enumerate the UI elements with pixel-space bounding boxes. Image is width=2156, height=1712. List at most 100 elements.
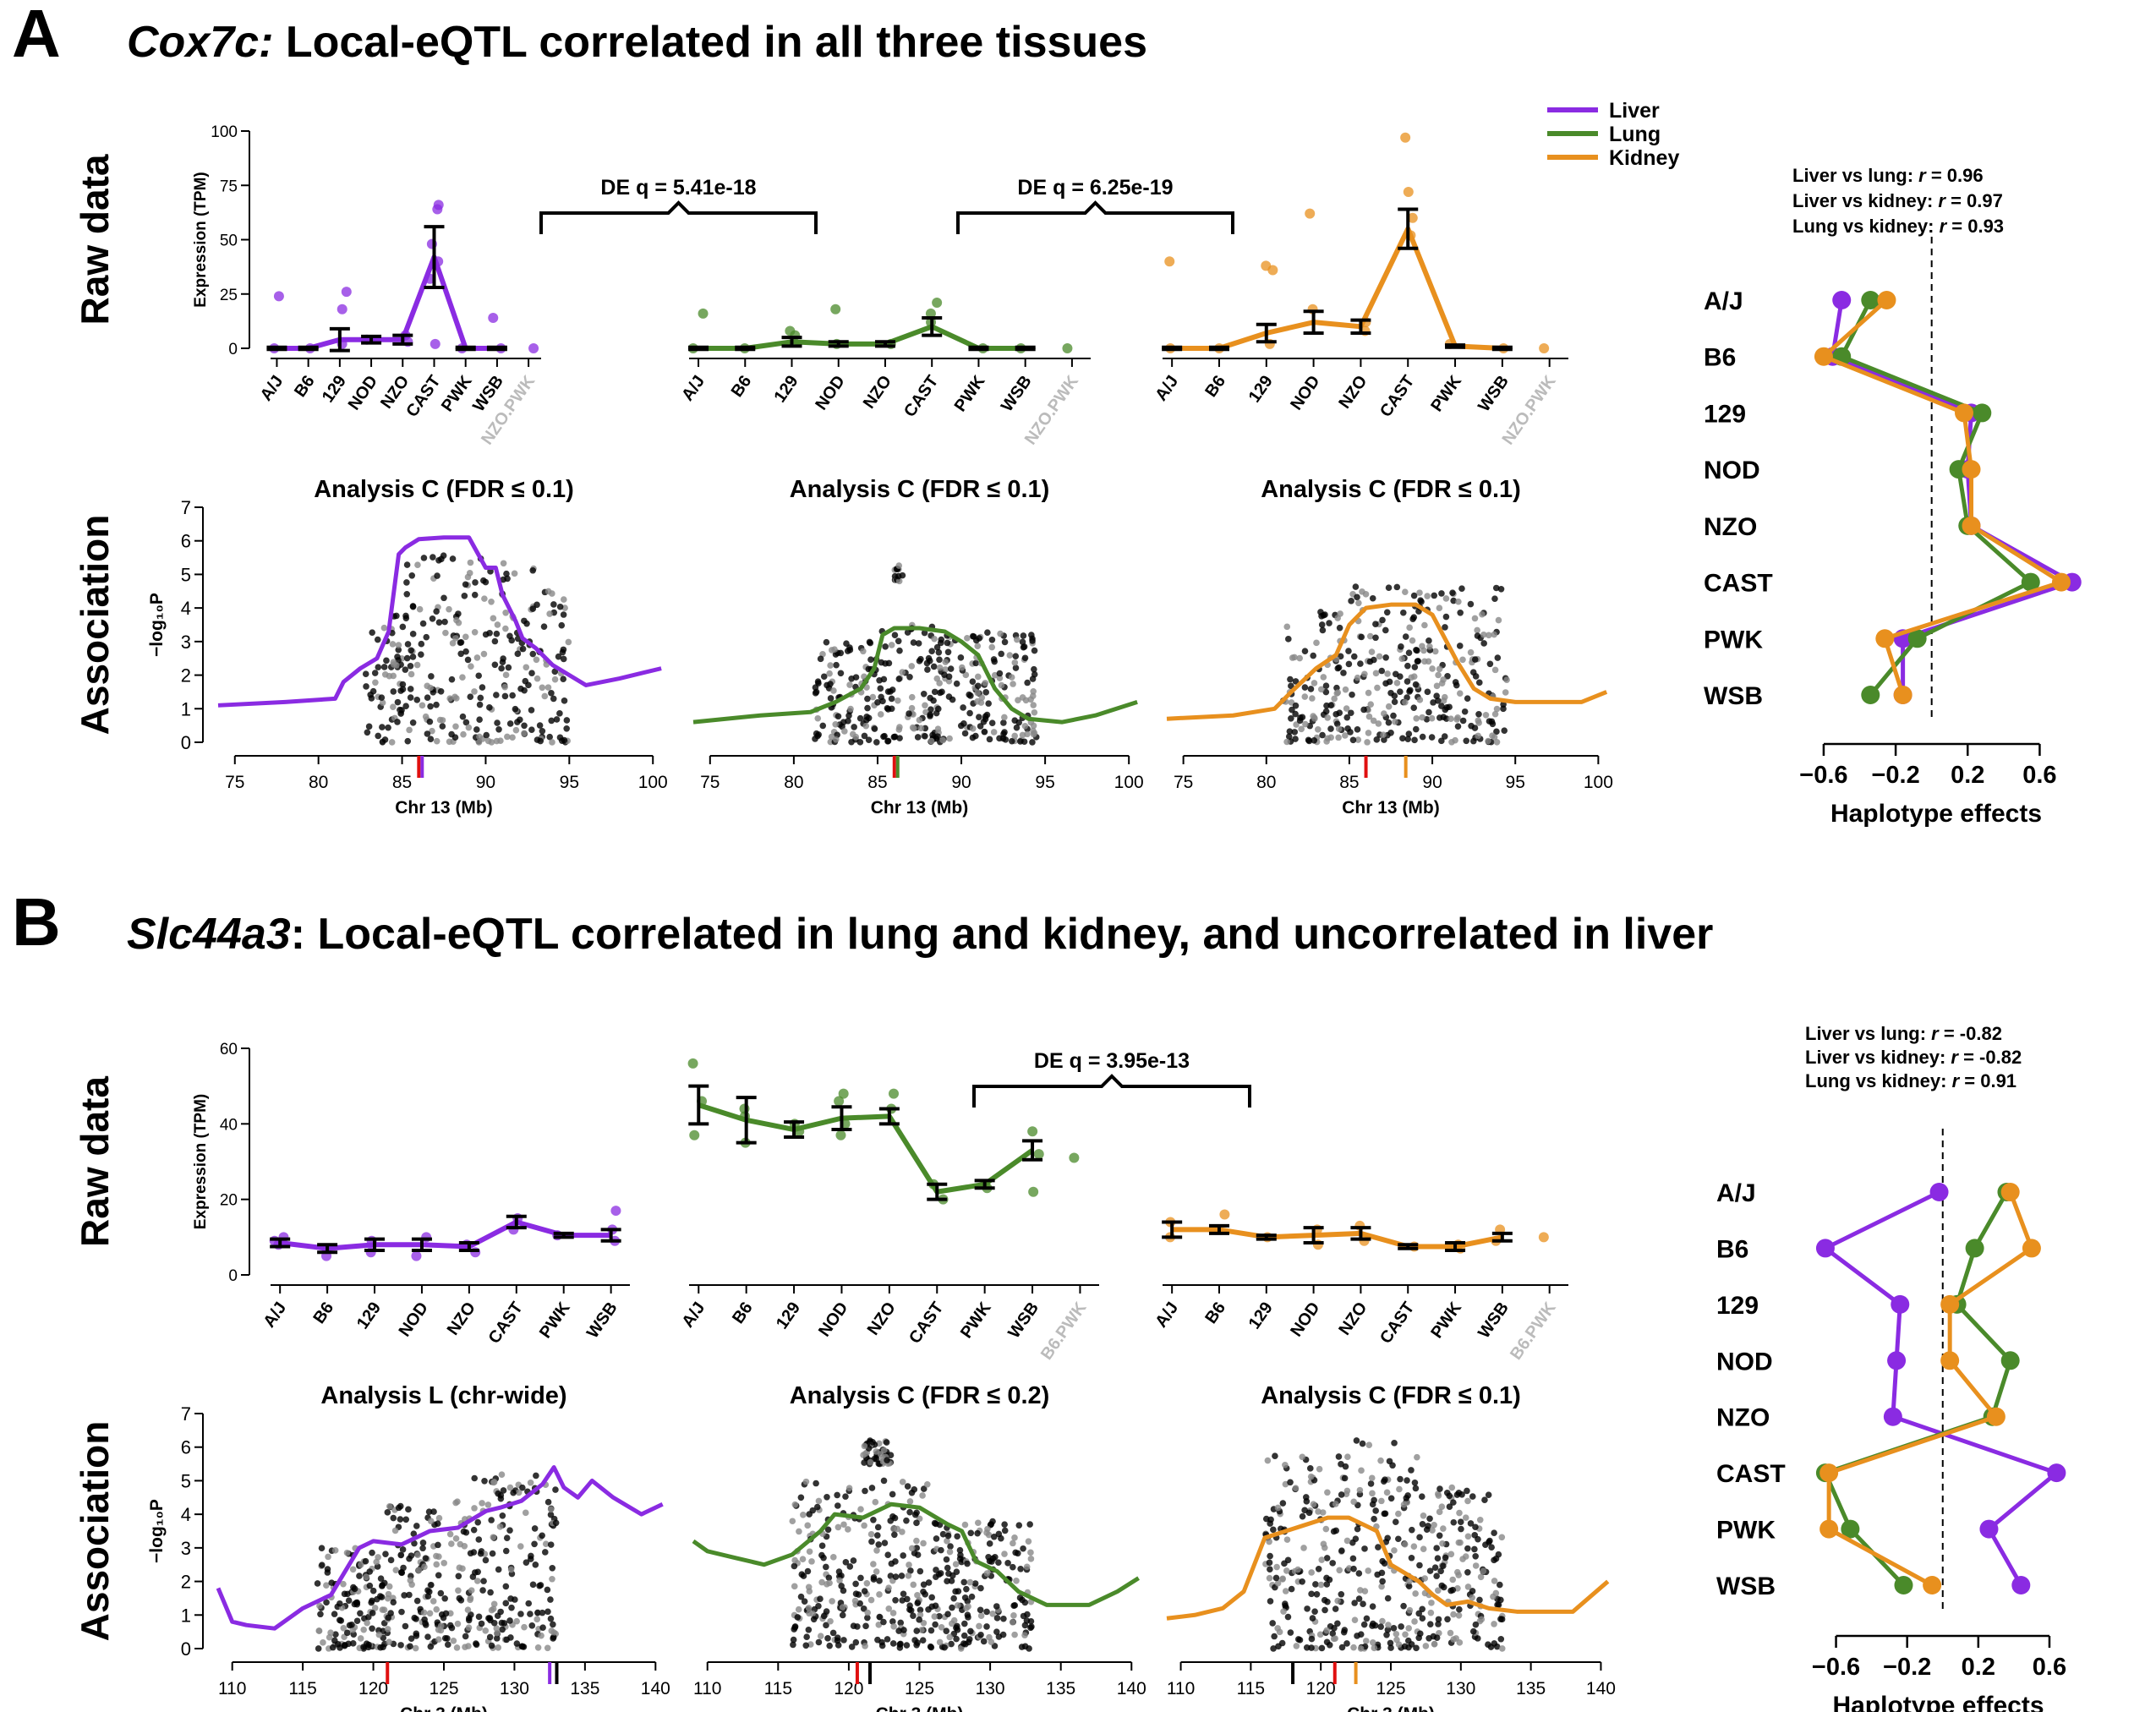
a-assoc-liver-snp-point (468, 663, 474, 670)
b-assoc-kidney-snp-point (1350, 1565, 1357, 1573)
b-assoc-kidney-x-tick-label: 135 (1516, 1679, 1546, 1698)
b-assoc-lung-snp-point (874, 1523, 882, 1531)
b-assoc-kidney-snp-point (1412, 1590, 1419, 1597)
b-assoc-kidney-snp-point (1448, 1484, 1456, 1491)
a-assoc-kidney-snp-point (1491, 631, 1497, 638)
a-assoc-liver-snp-point (409, 654, 417, 660)
b-assoc-liver-snp-point (385, 1590, 392, 1598)
a-liver-y-tick-label: 75 (220, 178, 238, 195)
b-assoc-lung-snp-point (892, 1558, 899, 1565)
a-hap-x-tick-label: 0.2 (1951, 762, 1984, 789)
b-assoc-liver-snp-point (499, 1626, 506, 1633)
b-assoc-liver-snp-point (419, 1540, 427, 1546)
a-hap-effect-point-kidney (1962, 516, 1981, 535)
b-assoc-kidney-snp-point (1482, 1541, 1489, 1548)
a-assoc-kidney-snp-point (1402, 588, 1409, 595)
a-assoc-lung-snp-point (880, 733, 887, 741)
a-assoc-liver-snp-point (433, 608, 440, 615)
a-assoc-liver-snp-point (406, 726, 413, 734)
b-assoc-kidney-snp-point (1287, 1629, 1294, 1636)
b-assoc-liver-x-tick-label: 115 (288, 1679, 316, 1698)
a-assoc-kidney-snp-point (1301, 684, 1309, 691)
a-assoc-liver-snp-point (548, 717, 555, 725)
a-assoc-liver-snp-point (475, 739, 483, 746)
b-assoc-kidney-snp-point (1272, 1452, 1278, 1460)
b-assoc-lung-snp-point (1021, 1632, 1028, 1638)
b-assoc-lung-snp-point (943, 1556, 950, 1563)
a-assoc-kidney-snp-point (1371, 656, 1377, 664)
b-assoc-kidney-x-tick-label: 140 (1586, 1679, 1616, 1698)
a-assoc-lung-snp-point (814, 714, 822, 722)
a-assoc-kidney-snp-point (1405, 730, 1413, 737)
a-assoc-kidney-snp-point (1285, 733, 1293, 740)
b-assoc-liver-snp-point (407, 1643, 413, 1650)
a-assoc-lung-snp-point (942, 659, 949, 665)
b-assoc-liver-snp-point (534, 1644, 542, 1651)
a-assoc-lung-snp-point (829, 647, 835, 654)
b-assoc-kidney-snp-point (1266, 1559, 1273, 1567)
b-liver-y-tick-label: 60 (220, 1041, 238, 1058)
b-assoc-kidney-snp-point (1267, 1598, 1274, 1605)
b-assoc-kidney-snp-point (1336, 1567, 1343, 1574)
b-assoc-kidney-snp-point (1480, 1567, 1487, 1575)
a-lung-x-tick-label: PWK (951, 372, 989, 415)
a-assoc-lung-snp-point (939, 736, 947, 744)
b-assoc-kidney-snp-point (1269, 1620, 1276, 1627)
a-liver-mean-line (276, 254, 497, 351)
b-assoc-kidney-snp-point (1395, 1641, 1403, 1648)
a-assoc-kidney-snp-point (1419, 733, 1426, 741)
b-assoc-liver-snp-point (362, 1557, 369, 1565)
b-assoc-kidney-snp-point (1395, 1510, 1402, 1518)
a-assoc-liver-snp-point (471, 628, 479, 636)
b-assoc-lung-snp-point (952, 1561, 960, 1567)
b-assoc-lung-snp-point (908, 1489, 916, 1496)
b-assoc-kidney-snp-point (1497, 1635, 1505, 1643)
a-assoc-lung-snp-point (827, 662, 834, 669)
a-hap-x-tick-label: −0.6 (1799, 762, 1847, 789)
a-assoc-liver-snp-point (537, 737, 544, 745)
a-assoc-liver-snp-point (476, 716, 483, 724)
b-assoc-lung-snp-point (815, 1497, 823, 1505)
a-assoc-lung-snp-point (982, 689, 989, 696)
a-assoc-kidney-snp-point (1454, 723, 1462, 730)
b-assoc-lung-snp-point (870, 1573, 878, 1581)
a-assoc-kidney-snp-point (1340, 670, 1347, 676)
a-assoc-liver-snp-point (374, 636, 381, 643)
b-assoc-liver-snp-point (402, 1622, 409, 1630)
b-assoc-lung-snp-point (943, 1627, 950, 1634)
b-assoc-lung-snp-point (938, 1546, 944, 1554)
b-assoc-liver-snp-point (426, 1610, 434, 1617)
a-assoc-lung-snp-point (884, 706, 892, 713)
b-assoc-liver-snp-point (455, 1573, 462, 1580)
b-assoc-kidney-snp-point (1383, 1631, 1390, 1638)
b-assoc-liver-snp-point (369, 1610, 376, 1616)
b-assoc-lung-haplotype-line (692, 1501, 1140, 1607)
b-assoc-liver-snp-point (477, 1550, 484, 1557)
b-assoc-lung-snp-point (925, 1579, 933, 1586)
a-assoc-kidney-snp-point (1475, 732, 1481, 740)
b-assoc-kidney-snp-point (1311, 1608, 1318, 1615)
a-assoc-liver-snp-point (471, 591, 479, 599)
b-assoc-liver-snp-point (482, 1627, 490, 1634)
a-assoc-liver-snp-point (563, 725, 570, 732)
a-assoc-liver-snp-point (422, 713, 430, 720)
a-assoc-kidney-snp-point (1376, 653, 1383, 660)
b-assoc-lung-x-tick-label: 135 (1046, 1679, 1075, 1698)
b-assoc-lung-snp-point (850, 1557, 857, 1564)
a-assoc-kidney-haplotype-line (1166, 602, 1608, 721)
a-assoc-kidney-snp-point (1364, 739, 1371, 746)
b-assoc-liver-snp-point (363, 1573, 370, 1581)
a-assoc-lung-snp-point (915, 640, 922, 647)
b-assoc-liver-snp-point (475, 1536, 483, 1543)
b-assoc-kidney-snp-point (1282, 1602, 1289, 1610)
b-lung-data-point (1028, 1186, 1039, 1197)
b-assoc-liver-snp-point (415, 1567, 423, 1574)
b-assoc-liver-snp-point (502, 1583, 510, 1590)
a-hap-effect-line-liver (1830, 299, 2075, 695)
a-assoc-kidney-snp-point (1431, 592, 1438, 599)
b-assoc-liver-x-tick-label: 135 (570, 1679, 599, 1698)
a-assoc-kidney-snp-point (1288, 682, 1294, 690)
b-assoc-kidney-snp-point (1498, 1534, 1506, 1541)
b-assoc-kidney-snp-point (1293, 1643, 1300, 1649)
a-assoc-kidney-snp-point (1467, 648, 1475, 656)
